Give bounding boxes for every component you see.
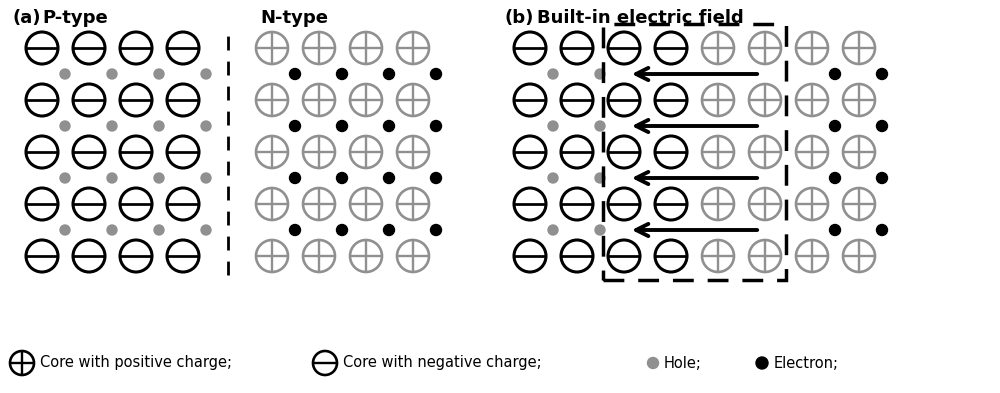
- Circle shape: [154, 69, 164, 79]
- Circle shape: [830, 121, 840, 132]
- Text: Built-in electric field: Built-in electric field: [537, 9, 744, 27]
- Circle shape: [60, 121, 70, 131]
- Circle shape: [290, 224, 300, 235]
- Circle shape: [548, 225, 558, 235]
- Text: N-type: N-type: [260, 9, 328, 27]
- Circle shape: [384, 68, 394, 79]
- Circle shape: [430, 173, 442, 184]
- Circle shape: [107, 173, 117, 183]
- Text: (b): (b): [505, 9, 534, 27]
- Circle shape: [876, 173, 888, 184]
- Circle shape: [154, 173, 164, 183]
- Circle shape: [384, 121, 394, 132]
- Circle shape: [290, 173, 300, 184]
- Text: (a): (a): [12, 9, 40, 27]
- Circle shape: [830, 68, 840, 79]
- Circle shape: [595, 121, 605, 131]
- Circle shape: [756, 357, 768, 369]
- Circle shape: [548, 173, 558, 183]
- Circle shape: [290, 121, 300, 132]
- Circle shape: [60, 69, 70, 79]
- Circle shape: [336, 224, 348, 235]
- Circle shape: [107, 121, 117, 131]
- Circle shape: [548, 69, 558, 79]
- Circle shape: [430, 121, 442, 132]
- Text: Core with negative charge;: Core with negative charge;: [343, 356, 542, 371]
- Circle shape: [648, 358, 658, 369]
- Circle shape: [107, 69, 117, 79]
- Circle shape: [154, 225, 164, 235]
- Circle shape: [430, 68, 442, 79]
- Circle shape: [107, 225, 117, 235]
- Circle shape: [595, 225, 605, 235]
- Circle shape: [595, 69, 605, 79]
- Bar: [603, 24, 786, 280]
- Circle shape: [595, 173, 605, 183]
- Text: Hole;: Hole;: [664, 356, 702, 371]
- Circle shape: [876, 224, 888, 235]
- Circle shape: [201, 173, 211, 183]
- Circle shape: [876, 68, 888, 79]
- Circle shape: [290, 68, 300, 79]
- Circle shape: [336, 173, 348, 184]
- Circle shape: [430, 224, 442, 235]
- Circle shape: [336, 68, 348, 79]
- Text: Electron;: Electron;: [774, 356, 839, 371]
- Circle shape: [548, 121, 558, 131]
- Circle shape: [830, 224, 840, 235]
- Circle shape: [60, 225, 70, 235]
- Circle shape: [201, 121, 211, 131]
- Circle shape: [336, 121, 348, 132]
- Circle shape: [201, 69, 211, 79]
- Circle shape: [830, 173, 840, 184]
- Circle shape: [154, 121, 164, 131]
- Circle shape: [60, 173, 70, 183]
- Circle shape: [384, 173, 394, 184]
- Circle shape: [876, 121, 888, 132]
- Text: P-type: P-type: [42, 9, 108, 27]
- Text: Core with positive charge;: Core with positive charge;: [40, 356, 232, 371]
- Circle shape: [201, 225, 211, 235]
- Circle shape: [384, 224, 394, 235]
